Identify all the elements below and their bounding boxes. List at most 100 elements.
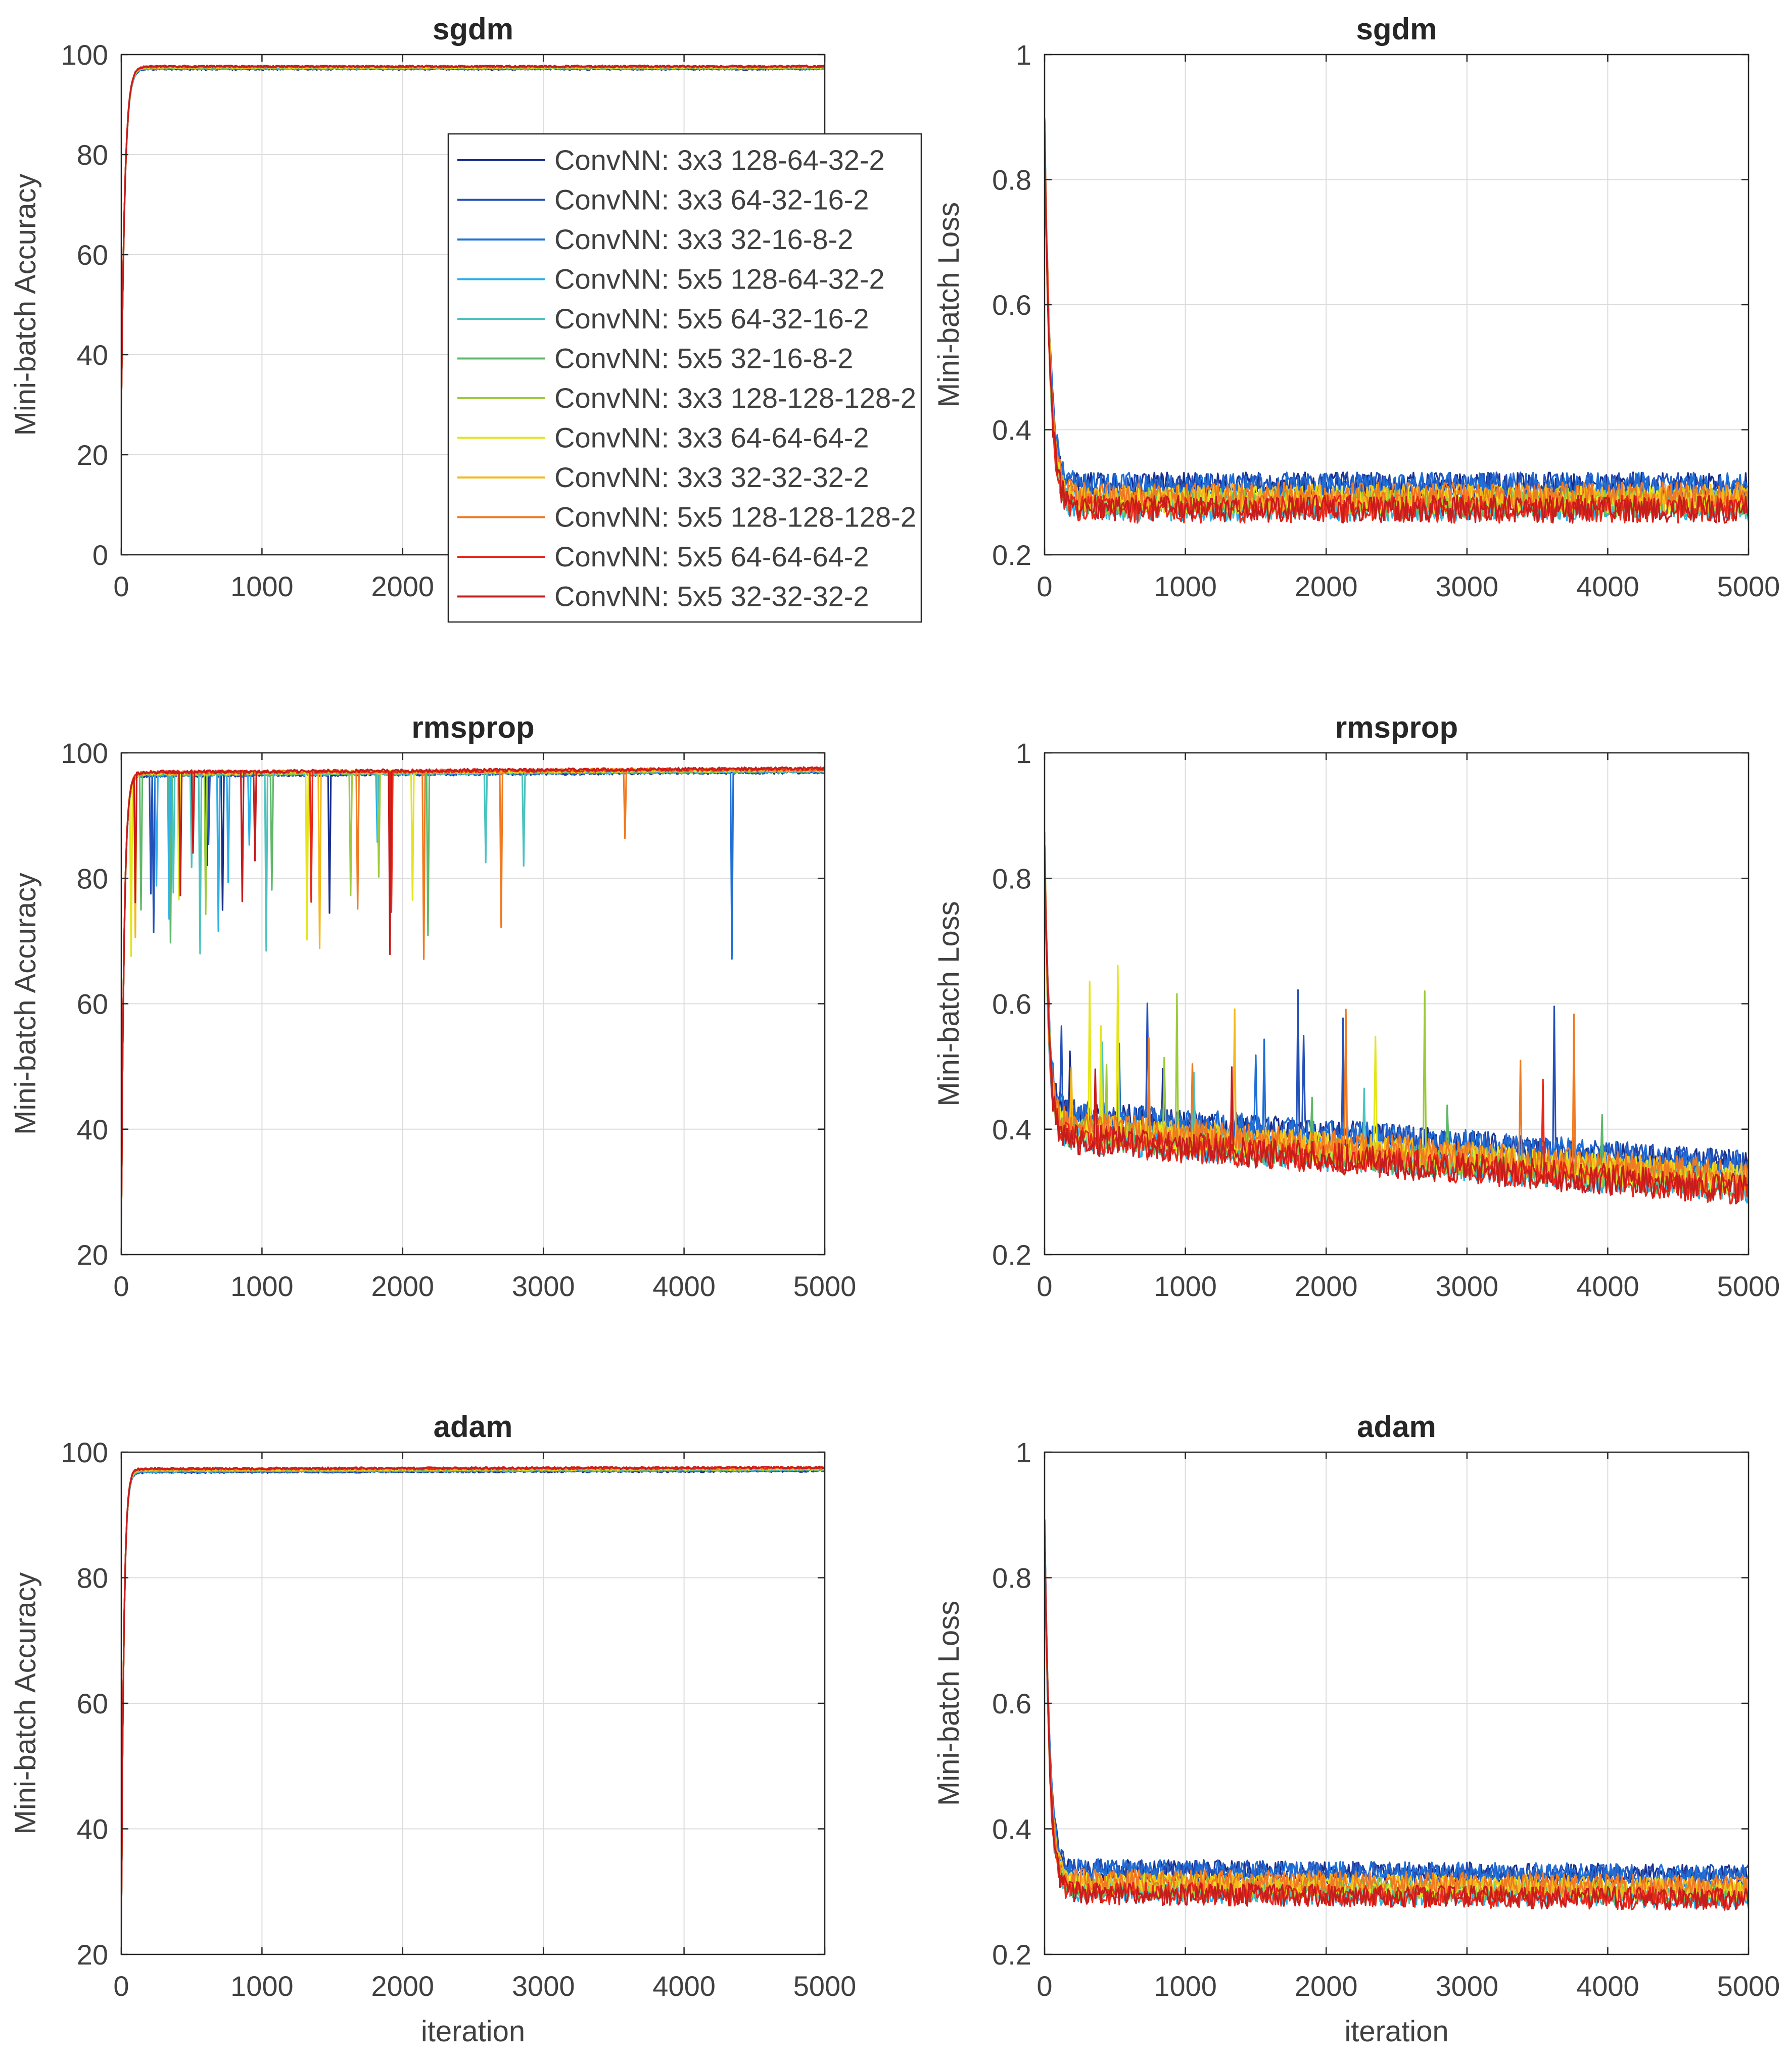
y-tick-label: 1 [1016, 1436, 1031, 1468]
chart-panel-adam-loss: 0 1000 2000 3000 4000 5000 0.2 0.4 0.6 0.8 1 adam Mi… [932, 1410, 1780, 2048]
series-group [1045, 831, 1749, 1205]
chart-title: sgdm [1356, 12, 1437, 46]
legend-item-label: ConvNN: 5x5 32-32-32-2 [554, 581, 869, 612]
y-tick-label: 80 [77, 139, 108, 171]
series-line-12 [1045, 120, 1749, 524]
x-axis-label: iteration [1344, 2015, 1448, 2048]
x-tick-label: 3000 [1436, 1270, 1499, 1302]
y-axis-label: Mini-batch Accuracy [9, 873, 42, 1135]
legend-item-label: ConvNN: 5x5 64-64-64-2 [554, 541, 869, 572]
x-tick-label: 2000 [371, 570, 435, 602]
x-axis-label: iteration [421, 2015, 525, 2048]
chart-title: adam [1357, 1410, 1436, 1444]
x-tick-label: 3000 [512, 1970, 575, 2002]
x-tick-label: 5000 [793, 1970, 857, 2002]
x-tick-label: 5000 [1717, 1970, 1780, 2002]
y-tick-label: 40 [77, 1114, 108, 1145]
x-tick-label: 3000 [512, 1270, 575, 1302]
x-tick-label: 0 [113, 1970, 129, 2002]
y-axis-label: Mini-batch Loss [932, 202, 965, 407]
chart-title: adam [434, 1410, 513, 1444]
series-group [121, 766, 825, 1226]
chart-title: rmsprop [411, 710, 534, 744]
x-tick-label: 5000 [1717, 1270, 1780, 1302]
y-tick-label: 1 [1016, 39, 1031, 71]
series-group [1045, 118, 1749, 524]
series-group [121, 1465, 825, 1925]
series-line-12 [121, 766, 825, 1224]
y-tick-label: 100 [61, 737, 108, 769]
legend-item-label: ConvNN: 3x3 64-32-16-2 [554, 184, 869, 216]
y-tick-label: 0.6 [992, 988, 1031, 1020]
x-tick-label: 1000 [1154, 1270, 1217, 1302]
legend-box [447, 133, 922, 623]
y-tick-label: 20 [77, 1939, 108, 1971]
chart-title: rmsprop [1335, 710, 1458, 744]
y-tick-label: 0.2 [992, 1239, 1031, 1271]
y-axis-label: Mini-batch Loss [932, 1601, 965, 1806]
x-tick-label: 0 [1036, 1970, 1052, 2002]
series-line-12 [1045, 1521, 1749, 1911]
y-tick-label: 0.8 [992, 1562, 1031, 1594]
x-tick-label: 2000 [371, 1270, 435, 1302]
y-tick-label: 0.4 [992, 1813, 1031, 1845]
x-tick-label: 1000 [230, 1270, 294, 1302]
y-tick-label: 0.6 [992, 289, 1031, 321]
x-tick-label: 2000 [1295, 1270, 1358, 1302]
legend-item-label: ConvNN: 3x3 128-128-128-2 [554, 382, 916, 414]
chart-panel-adam-accuracy: 0 1000 2000 3000 4000 5000 20 40 60 80 100 adam Mini… [9, 1410, 856, 2048]
x-tick-label: 4000 [1576, 1270, 1639, 1302]
y-tick-label: 80 [77, 863, 108, 894]
y-tick-label: 100 [61, 1436, 108, 1468]
series-line-10 [1045, 1523, 1749, 1897]
x-tick-label: 3000 [1436, 1970, 1499, 2002]
legend: ConvNN: 3x3 128-64-32-2 ConvNN: 3x3 64-32… [447, 133, 922, 623]
chart-panel-sgdm-loss: 0 1000 2000 3000 4000 5000 0.2 0.4 0.6 0.8 1 sgdm Mi… [932, 12, 1780, 602]
legend-item-label: ConvNN: 5x5 128-64-32-2 [554, 263, 885, 295]
x-tick-label: 1000 [1154, 570, 1217, 602]
x-tick-label: 5000 [793, 1270, 857, 1302]
y-tick-label: 20 [77, 1239, 108, 1271]
series-group [121, 64, 825, 406]
y-tick-label: 0.2 [992, 539, 1031, 571]
x-tick-label: 4000 [1576, 570, 1639, 602]
y-tick-label: 20 [77, 439, 108, 471]
y-tick-label: 1 [1016, 737, 1031, 769]
y-axis-label: Mini-batch Loss [932, 901, 965, 1106]
y-tick-label: 40 [77, 1813, 108, 1845]
y-tick-label: 0.4 [992, 414, 1031, 446]
y-tick-label: 60 [77, 1688, 108, 1719]
series-line-12 [121, 1465, 825, 1924]
legend-item-label: ConvNN: 3x3 32-16-8-2 [554, 223, 853, 255]
x-tick-label: 2000 [371, 1970, 435, 2002]
chart-panel-rmsprop-loss: 0 1000 2000 3000 4000 5000 0.2 0.4 0.6 0.8 1 rmspro… [932, 710, 1780, 1302]
series-group [1045, 1519, 1749, 1911]
y-axis-label: Mini-batch Accuracy [9, 1572, 42, 1835]
y-tick-label: 60 [77, 988, 108, 1020]
y-tick-label: 0 [92, 539, 108, 571]
legend-item-label: ConvNN: 3x3 32-32-32-2 [554, 461, 869, 493]
chart-panel-rmsprop-accuracy: 0 1000 2000 3000 4000 5000 20 40 60 80 100 rmsprop M… [9, 710, 856, 1302]
x-tick-label: 3000 [1436, 570, 1499, 602]
chart-title: sgdm [433, 12, 513, 46]
series-line-12 [121, 64, 825, 405]
x-tick-label: 4000 [652, 1970, 716, 2002]
x-tick-label: 0 [1036, 1270, 1052, 1302]
y-tick-label: 0.6 [992, 1688, 1031, 1719]
x-tick-label: 1000 [1154, 1970, 1217, 2002]
legend-item-label: ConvNN: 3x3 128-64-32-2 [554, 144, 885, 176]
x-tick-label: 5000 [1717, 570, 1780, 602]
y-tick-label: 0.2 [992, 1939, 1031, 1971]
x-tick-label: 1000 [230, 570, 294, 602]
x-tick-label: 1000 [230, 1970, 294, 2002]
y-tick-label: 80 [77, 1562, 108, 1594]
x-tick-label: 0 [113, 1270, 129, 1302]
x-tick-label: 4000 [652, 1270, 716, 1302]
legend-item-label: ConvNN: 3x3 64-64-64-2 [554, 422, 869, 454]
x-tick-label: 2000 [1295, 570, 1358, 602]
x-tick-label: 4000 [1576, 1970, 1639, 2002]
x-tick-label: 2000 [1295, 1970, 1358, 2002]
x-tick-label: 0 [1036, 570, 1052, 602]
